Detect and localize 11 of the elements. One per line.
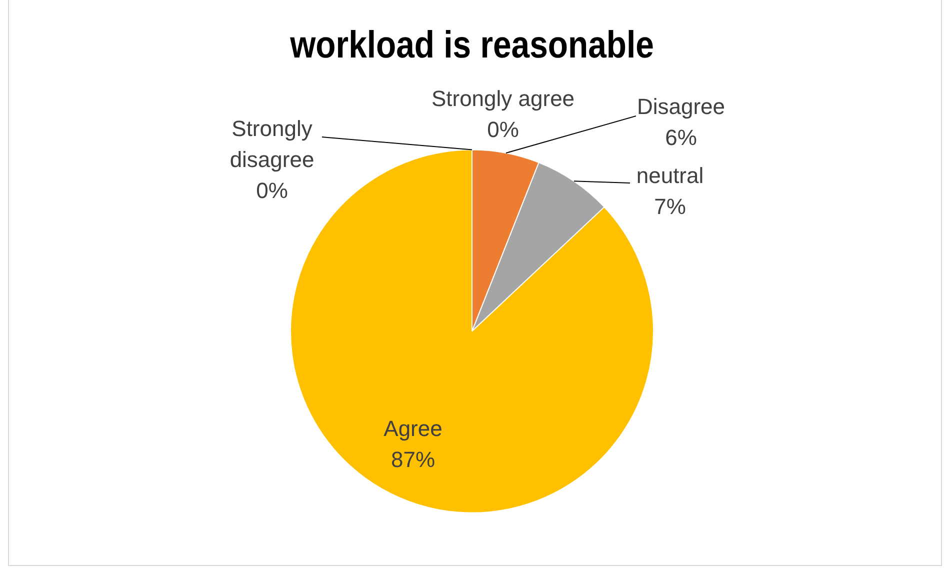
category-label: Strongly disagree <box>230 116 314 172</box>
data-label: 87% <box>390 447 436 472</box>
slice-label: Agree <box>384 416 442 442</box>
text: 0% <box>256 178 288 204</box>
slice-label: neutral <box>636 163 704 188</box>
data-label: 6% <box>665 125 697 150</box>
text: 0% <box>487 117 519 142</box>
data-label: 7% <box>654 194 686 220</box>
slice-label: Disagree <box>636 94 726 120</box>
category-label: Strongly agree <box>431 86 575 112</box>
chart-title: workload is reasonable <box>289 23 654 66</box>
